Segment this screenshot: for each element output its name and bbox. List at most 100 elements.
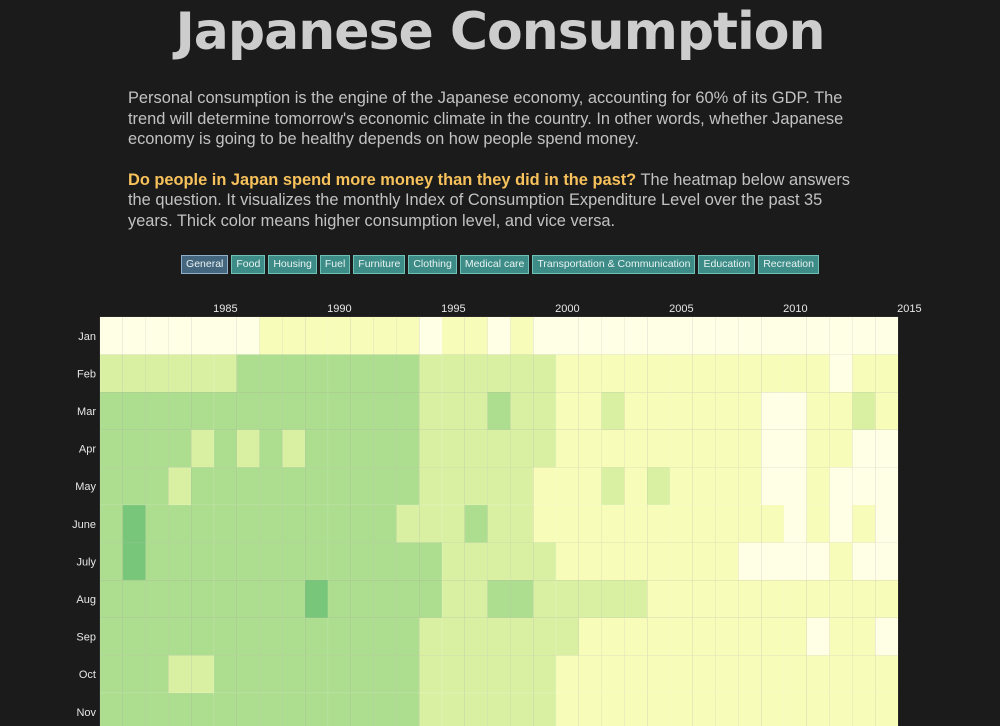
heatmap-cell[interactable] <box>236 504 260 543</box>
heatmap-cell[interactable] <box>213 542 238 581</box>
heatmap-cell[interactable] <box>601 655 625 694</box>
heatmap-cell[interactable] <box>646 467 671 506</box>
heatmap-cell[interactable] <box>532 429 557 468</box>
heatmap-cell[interactable] <box>601 316 625 355</box>
heatmap-cell[interactable] <box>578 692 602 726</box>
heatmap-cell[interactable] <box>760 504 785 543</box>
heatmap-cell[interactable] <box>692 692 716 726</box>
heatmap-cell[interactable] <box>692 542 716 581</box>
heatmap-cell[interactable] <box>145 542 169 581</box>
heatmap-cell[interactable] <box>760 655 785 694</box>
heatmap-cell[interactable] <box>829 391 853 431</box>
heatmap-cell[interactable] <box>532 504 557 543</box>
heatmap-cell[interactable] <box>601 579 625 619</box>
heatmap-cell[interactable] <box>487 391 511 431</box>
heatmap-cell[interactable] <box>578 617 602 656</box>
heatmap-cell[interactable] <box>304 504 329 543</box>
heatmap-cell[interactable] <box>669 316 694 355</box>
heatmap-cell[interactable] <box>510 467 534 506</box>
heatmap-cell[interactable] <box>396 504 420 543</box>
heatmap-cell[interactable] <box>510 617 534 656</box>
heatmap-cell[interactable] <box>122 692 146 726</box>
heatmap-cell[interactable] <box>418 429 443 468</box>
heatmap-cell[interactable] <box>190 316 215 355</box>
heatmap-cell[interactable] <box>213 354 238 393</box>
heatmap-cell[interactable] <box>213 467 238 506</box>
heatmap-cell[interactable] <box>145 579 169 619</box>
heatmap-cell[interactable] <box>327 617 352 656</box>
heatmap-cell[interactable] <box>874 467 899 506</box>
heatmap-cell[interactable] <box>464 391 488 431</box>
heatmap-cell[interactable] <box>555 391 580 431</box>
heatmap-cell[interactable] <box>259 617 283 656</box>
heatmap-cell[interactable] <box>122 429 146 468</box>
heatmap-cell[interactable] <box>578 429 602 468</box>
heatmap-cell[interactable] <box>396 692 420 726</box>
heatmap-cell[interactable] <box>259 692 283 726</box>
heatmap-cell[interactable] <box>510 692 534 726</box>
heatmap-cell[interactable] <box>373 692 397 726</box>
heatmap-cell[interactable] <box>99 391 124 431</box>
heatmap-cell[interactable] <box>236 467 260 506</box>
heatmap-cell[interactable] <box>738 655 762 694</box>
heatmap-cell[interactable] <box>99 316 124 355</box>
heatmap-cell[interactable] <box>145 429 169 468</box>
heatmap-cell[interactable] <box>304 617 329 656</box>
heatmap-cell[interactable] <box>236 391 260 431</box>
heatmap-cell[interactable] <box>213 579 238 619</box>
heatmap-cell[interactable] <box>852 429 876 468</box>
heatmap-cell[interactable] <box>829 617 853 656</box>
heatmap-cell[interactable] <box>806 692 830 726</box>
heatmap-cell[interactable] <box>669 354 694 393</box>
heatmap-cell[interactable] <box>578 579 602 619</box>
heatmap-cell[interactable] <box>350 391 374 431</box>
heatmap-cell[interactable] <box>669 542 694 581</box>
heatmap-cell[interactable] <box>373 429 397 468</box>
heatmap-cell[interactable] <box>282 692 306 726</box>
heatmap-cell[interactable] <box>145 391 169 431</box>
heatmap-cell[interactable] <box>396 579 420 619</box>
heatmap-cell[interactable] <box>555 354 580 393</box>
heatmap-cell[interactable] <box>441 467 466 506</box>
heatmap-cell[interactable] <box>236 354 260 393</box>
tab-fuel[interactable]: Fuel <box>319 255 351 274</box>
heatmap-cell[interactable] <box>624 354 648 393</box>
heatmap-cell[interactable] <box>441 579 466 619</box>
heatmap-cell[interactable] <box>373 504 397 543</box>
heatmap-cell[interactable] <box>190 391 215 431</box>
heatmap-cell[interactable] <box>418 391 443 431</box>
heatmap-cell[interactable] <box>168 429 192 468</box>
heatmap-cell[interactable] <box>304 692 329 726</box>
heatmap-cell[interactable] <box>236 579 260 619</box>
heatmap-cell[interactable] <box>327 504 352 543</box>
heatmap-cell[interactable] <box>213 617 238 656</box>
heatmap-cell[interactable] <box>464 692 488 726</box>
heatmap-cell[interactable] <box>168 504 192 543</box>
heatmap-cell[interactable] <box>738 316 762 355</box>
heatmap-cell[interactable] <box>259 579 283 619</box>
heatmap-cell[interactable] <box>760 467 785 506</box>
heatmap-cell[interactable] <box>441 692 466 726</box>
heatmap-cell[interactable] <box>510 354 534 393</box>
heatmap-cell[interactable] <box>852 467 876 506</box>
heatmap-cell[interactable] <box>418 542 443 581</box>
heatmap-cell[interactable] <box>738 542 762 581</box>
heatmap-cell[interactable] <box>601 354 625 393</box>
heatmap-cell[interactable] <box>259 429 283 468</box>
heatmap-cell[interactable] <box>350 467 374 506</box>
heatmap-cell[interactable] <box>441 504 466 543</box>
heatmap-cell[interactable] <box>874 354 899 393</box>
heatmap-cell[interactable] <box>259 504 283 543</box>
heatmap-cell[interactable] <box>236 542 260 581</box>
heatmap-cell[interactable] <box>145 692 169 726</box>
heatmap-cell[interactable] <box>555 316 580 355</box>
heatmap-cell[interactable] <box>304 542 329 581</box>
heatmap-cell[interactable] <box>373 467 397 506</box>
heatmap-cell[interactable] <box>646 391 671 431</box>
heatmap-cell[interactable] <box>373 354 397 393</box>
heatmap-cell[interactable] <box>874 617 899 656</box>
heatmap-cell[interactable] <box>99 429 124 468</box>
heatmap-cell[interactable] <box>578 391 602 431</box>
heatmap-cell[interactable] <box>669 391 694 431</box>
heatmap-cell[interactable] <box>168 692 192 726</box>
